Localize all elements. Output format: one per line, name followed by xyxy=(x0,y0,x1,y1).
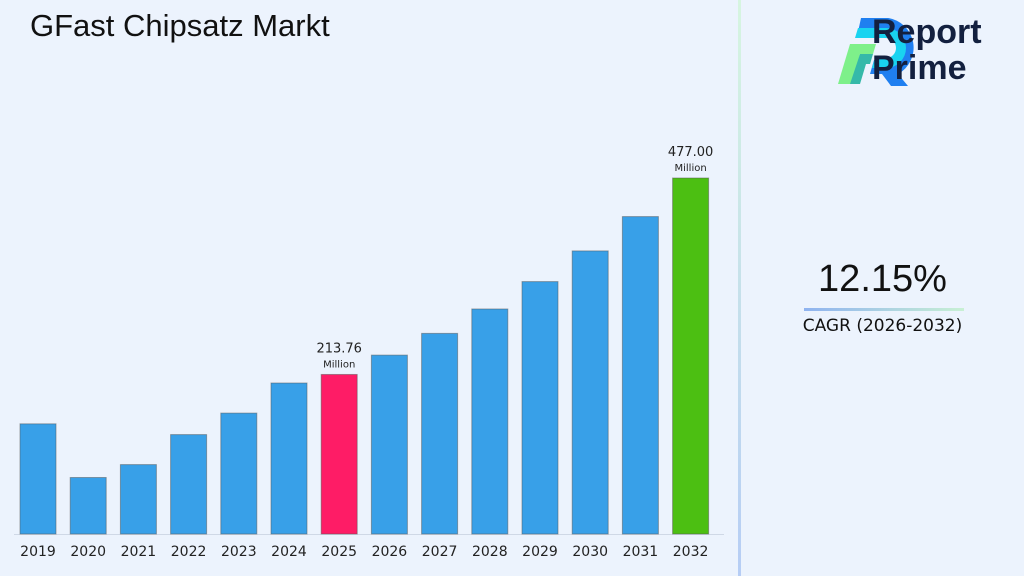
logo-text: Report Prime xyxy=(872,14,982,86)
bar-2020 xyxy=(69,477,107,535)
x-tick-label: 2030 xyxy=(572,544,608,560)
report-prime-logo-icon xyxy=(838,18,914,86)
cagr-label: CAGR (2026-2032) xyxy=(802,316,963,336)
bar-chart: 2019 2020 2021 2022 2023 2024 2025 2026 2027 2028… xyxy=(14,145,724,560)
cagr-underline xyxy=(804,308,964,311)
bar-2021 xyxy=(119,464,157,535)
bar-2030 xyxy=(571,250,609,535)
x-tick-label: 2021 xyxy=(121,544,157,560)
divider xyxy=(738,0,741,576)
x-tick-label: 2028 xyxy=(472,544,508,560)
x-tick-label: 2026 xyxy=(372,544,408,560)
bar-2029 xyxy=(521,281,559,535)
bar-2027 xyxy=(421,332,459,535)
data-label-unit: Million xyxy=(323,359,355,370)
bar-2032 xyxy=(672,177,710,535)
bar-2025 xyxy=(320,373,358,535)
x-tick-label: 2022 xyxy=(171,544,207,560)
data-label-value: 477.00 xyxy=(668,145,714,160)
bar-2023 xyxy=(220,412,258,535)
bar-2028 xyxy=(471,308,509,535)
x-tick-label: 2024 xyxy=(271,544,307,560)
cagr-value: 12.15% xyxy=(818,258,947,300)
data-label-unit: Million xyxy=(674,163,706,174)
x-tick-label: 2019 xyxy=(20,544,56,560)
x-tick-label: 2032 xyxy=(673,544,709,560)
bar-2024 xyxy=(270,382,308,535)
logo-line1: Report xyxy=(872,13,982,51)
data-label-value: 213.76 xyxy=(316,341,362,356)
bar-2026 xyxy=(370,354,408,535)
bar-2019 xyxy=(19,423,57,535)
x-tick-label: 2025 xyxy=(321,544,357,560)
x-tick-label: 2020 xyxy=(70,544,106,560)
chart-title: GFast Chipsatz Markt xyxy=(30,8,330,43)
logo-line2: Prime xyxy=(872,49,967,87)
bar-2022 xyxy=(170,434,208,535)
x-tick-label: 2029 xyxy=(522,544,558,560)
x-tick-label: 2031 xyxy=(623,544,659,560)
x-tick-label: 2027 xyxy=(422,544,458,560)
bar-2031 xyxy=(621,216,659,535)
x-tick-label: 2023 xyxy=(221,544,257,560)
